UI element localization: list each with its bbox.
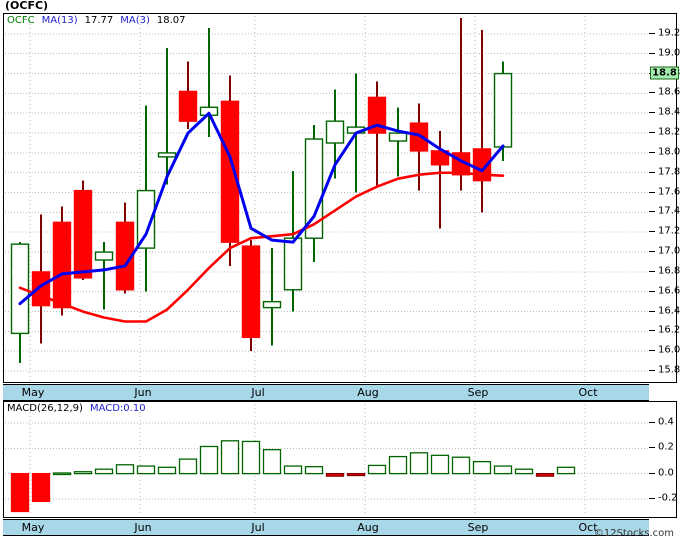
price-axis-label: 17.4 [658,205,680,217]
price-axis-label: 18.4 [658,106,680,118]
price-axis-tick [649,350,655,352]
macd-axis-label: 0.2 [658,441,674,453]
price-axis-label: 16.4 [658,305,680,317]
macd-axis-label: 0.4 [658,416,674,428]
price-axis-label: 18.2 [658,126,680,138]
price-axis-tick [649,270,655,272]
price-axis-tick [649,52,655,54]
price-axis-tick [649,151,655,153]
macd-axis-tick [649,447,655,449]
macd-axis: -0.2 0.0 0.2 0.4 [649,401,680,518]
price-chart-canvas [5,16,649,381]
date-label-price: Jul [251,386,265,399]
macd-axis-tick [649,422,655,424]
date-axis-macd: May Jun Jul Aug Sep Oct [3,519,649,536]
price-axis-tick [649,112,655,114]
date-label-price: Sep [467,386,489,399]
price-axis-tick [649,191,655,193]
price-axis-tick [649,310,655,312]
macd-chart-canvas [5,404,649,514]
price-axis-tick [649,32,655,34]
price-axis-label: 17.2 [658,225,680,237]
macd-axis-tick [649,472,655,474]
price-axis-tick [649,251,655,253]
date-label-macd: May [21,521,45,534]
price-chart-panel[interactable] [3,13,677,383]
price-axis-tick [649,211,655,213]
price-axis-label: 16.2 [658,324,680,336]
date-label-macd: Jun [134,521,152,534]
copyright-footer: ©12Stocks.com [593,528,674,539]
last-price-badge: 18.8 [650,66,679,80]
price-axis-label: 16.8 [658,265,680,277]
price-axis: 15.8 16.0 16.2 16.4 16.6 16.8 17.0 17.2 17.4 17.6… [649,13,680,383]
date-label-macd: Jul [251,521,265,534]
date-label-macd: Oct [578,521,598,534]
price-axis-tick [649,231,655,233]
date-label-macd: Sep [467,521,489,534]
date-label-price: Aug [357,386,379,399]
price-axis-label: 16.6 [658,285,680,297]
date-axis-price: May Jun Jul Aug Sep Oct [3,384,649,401]
price-axis-label: 18.6 [658,86,680,98]
price-axis-tick [649,132,655,134]
price-axis-label: 18.0 [658,146,680,158]
price-axis-tick [649,330,655,332]
page-title: (OCFC) [5,0,49,12]
price-axis-label: 15.8 [658,364,680,376]
date-label-price: Oct [578,386,598,399]
price-axis-label: 17.0 [658,245,680,257]
macd-axis-label: -0.2 [658,492,678,504]
price-axis-label: 16.0 [658,344,680,356]
date-label-price: May [21,386,45,399]
macd-chart-panel[interactable] [3,401,677,518]
price-axis-tick [649,171,655,173]
macd-axis-label: 0.0 [658,467,674,479]
price-axis-label: 17.8 [658,166,680,178]
date-label-macd: Aug [357,521,379,534]
price-axis-tick [649,370,655,372]
title-bar: (OCFC) [0,0,680,13]
price-axis-label: 19.2 [658,27,680,39]
date-label-price: Jun [134,386,152,399]
price-axis-label: 17.6 [658,186,680,198]
price-axis-tick [649,290,655,292]
macd-axis-tick [649,497,655,499]
price-axis-tick [649,92,655,94]
price-axis-label: 19.0 [658,47,680,59]
